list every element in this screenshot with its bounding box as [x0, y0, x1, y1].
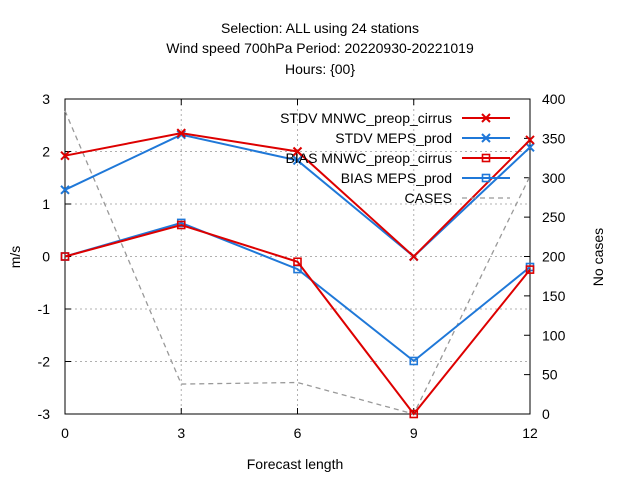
y2-tick-label: 50 [542, 367, 558, 383]
chart-title-line-3: Hours: {00} [284, 61, 356, 77]
y2-tick-label: 200 [542, 249, 566, 265]
x-tick-label: 6 [294, 425, 302, 441]
y2-tick-label: 150 [542, 288, 566, 304]
legend-marker [481, 173, 491, 183]
legend-marker [481, 133, 491, 143]
y2-tick-label: 250 [542, 209, 566, 225]
data-point [525, 265, 535, 274]
series-line-4 [64, 110, 531, 415]
x-tick-label: 3 [177, 425, 185, 441]
y-tick-label: 1 [42, 196, 50, 212]
y2-tick-label: 300 [542, 170, 566, 186]
x-tick-label: 9 [410, 425, 418, 441]
chart-title-line-2: Wind speed 700hPa Period: 20220930-20221… [166, 40, 474, 56]
data-point [292, 155, 303, 166]
series-line-3 [64, 221, 531, 363]
y-tick-label: -3 [38, 406, 51, 422]
data-point [409, 356, 419, 366]
y-tick-label: -1 [38, 301, 51, 317]
data-point [176, 129, 186, 140]
y-tick-label: 0 [42, 249, 50, 265]
data-point [525, 142, 535, 153]
data-point [293, 257, 302, 267]
data-point [409, 251, 419, 262]
data-point [60, 150, 70, 161]
legend-label: STDV MNWC_preop_cirrus [280, 110, 452, 126]
legend-label: CASES [405, 190, 452, 206]
x-tick-label: 0 [61, 425, 69, 441]
data-point [292, 146, 303, 157]
legend-marker [481, 113, 491, 123]
y-tick-label: 3 [42, 91, 50, 107]
y2-tick-label: 400 [542, 91, 566, 107]
y-tick-label: -2 [38, 354, 51, 370]
data-point [176, 220, 186, 230]
legend-label: BIAS MNWC_preop_cirrus [286, 150, 453, 166]
legend-marker [481, 153, 491, 163]
data-point [60, 185, 70, 195]
data-point [60, 252, 70, 261]
x-tick-label: 12 [522, 425, 538, 441]
y2-axis-label: No cases [590, 228, 606, 286]
legend-label: BIAS MEPS_prod [341, 170, 452, 186]
y-axis-label: m/s [7, 246, 23, 269]
series [60, 110, 535, 419]
legend: STDV MNWC_preop_cirrus STDV MEPS_prod BIAS… [280, 110, 510, 206]
y-tick-label: 2 [42, 144, 50, 160]
series-line-2 [64, 223, 531, 416]
x-axis-label: Forecast length [247, 456, 344, 472]
data-point [409, 409, 419, 419]
chart-title-line-1: Selection: ALL using 24 stations [221, 20, 419, 36]
y2-tick-label: 100 [542, 327, 566, 343]
legend-label: STDV MEPS_prod [335, 130, 452, 146]
data-point [176, 128, 186, 138]
data-point [525, 135, 535, 145]
y2-tick-label: 0 [542, 406, 550, 422]
y2-tick-label: 350 [542, 130, 566, 146]
grid [65, 99, 530, 414]
